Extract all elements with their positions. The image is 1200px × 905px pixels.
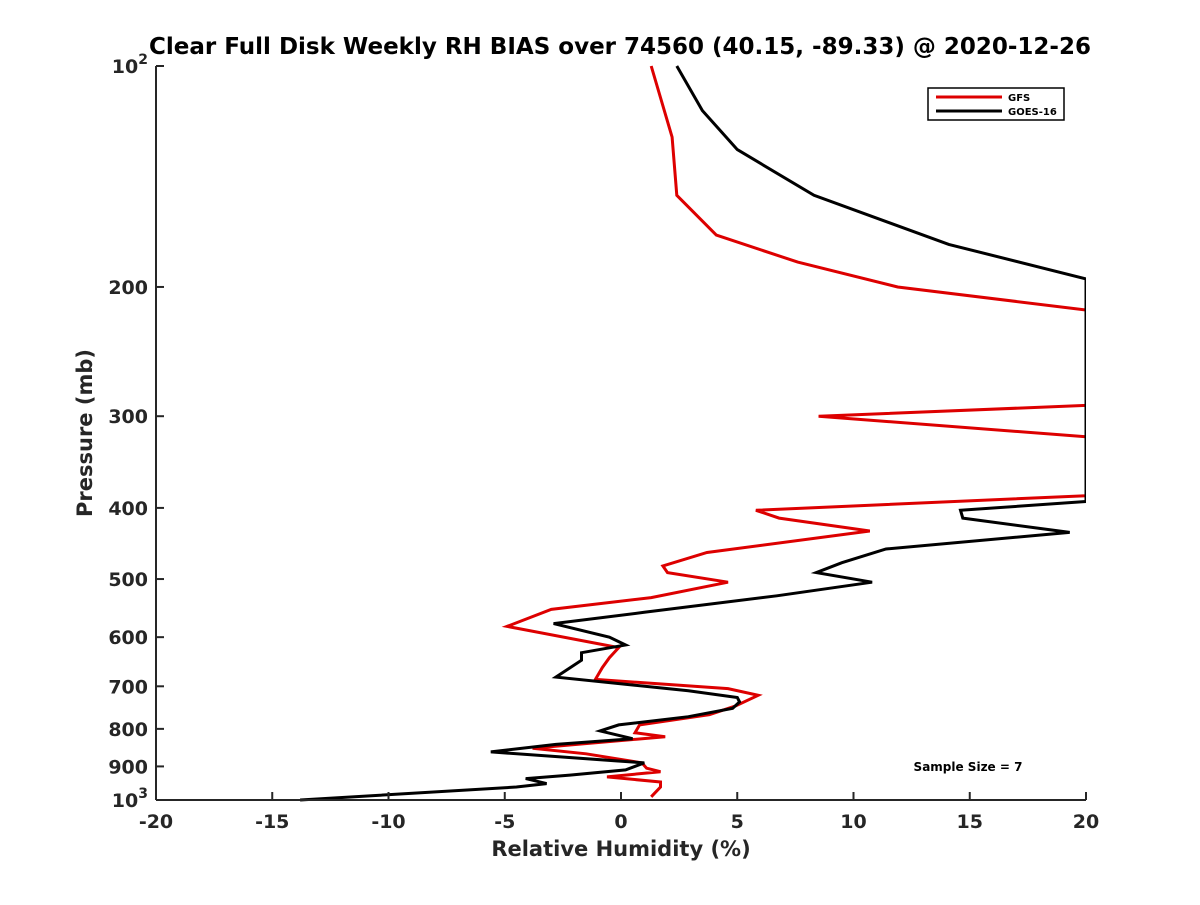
series-layer [300,65,1086,802]
x-tick-label: 0 [614,811,627,833]
y-tick-label: 700 [108,676,148,698]
y-tick-label: 900 [108,756,148,778]
y-tick-label: 500 [108,569,148,591]
y-tick-label: 102 [112,52,148,78]
x-tick-label: 15 [957,811,983,833]
y-tick-label: 200 [108,277,148,299]
sample-size-annotation: Sample Size = 7 [914,760,1023,774]
legend-box [927,87,1065,121]
x-tick-label: -10 [371,811,405,833]
y-tick-label: 103 [112,786,148,812]
legend: GFS GOES-16 [927,87,1065,121]
legend-label: GFS [1008,93,1030,104]
x-tick-label: -15 [255,811,289,833]
x-tick-label: -5 [494,811,515,833]
axes-layer [155,66,1086,801]
y-tick-label: 300 [108,406,148,428]
series-line-goes-16 [300,65,1086,802]
y-tick-label: 400 [108,498,148,520]
x-axis-label: Relative Humidity (%) [491,837,750,861]
x-tick-label: 10 [840,811,866,833]
y-axis-label: Pressure (mb) [73,349,97,517]
x-tick-label: -20 [139,811,173,833]
y-tick-label: 600 [108,627,148,649]
x-tick-label: 5 [731,811,744,833]
series-line-gfs [501,65,1086,798]
x-tick-label: 20 [1073,811,1099,833]
y-tick-label: 800 [108,719,148,741]
legend-label: GOES-16 [1008,107,1057,118]
ticks-layer: -20 -15 -10 -5 0 5 10 15 20 102 200 300 400 500 600 700… [108,52,1099,833]
chart-title: Clear Full Disk Weekly RH BIAS over 7456… [149,34,1091,60]
